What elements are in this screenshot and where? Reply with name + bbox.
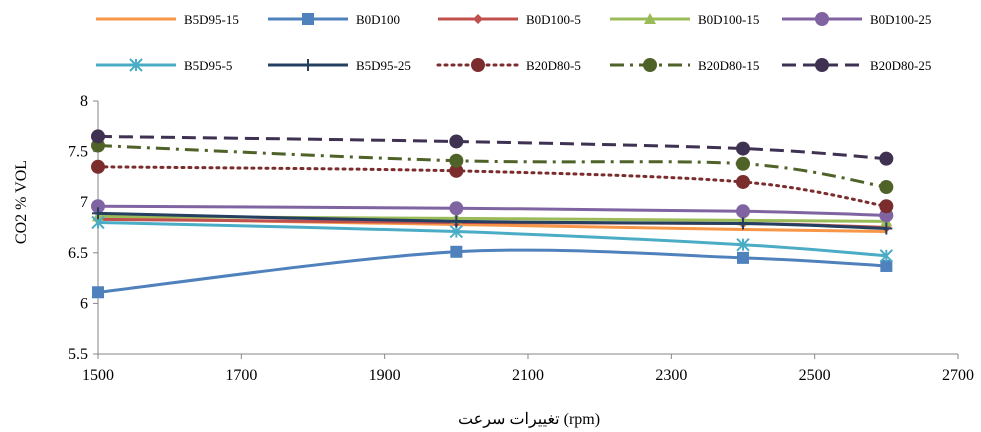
y-tick-label: 5.5 xyxy=(68,346,88,363)
legend-label: B5D95-5 xyxy=(184,58,232,73)
y-tick-label: 6.5 xyxy=(68,245,88,262)
x-tick-label: 2100 xyxy=(512,367,544,384)
legend-item: B20D80-25 xyxy=(782,58,931,73)
legend-item: B0D100 xyxy=(268,12,400,27)
series-line xyxy=(97,211,887,231)
data-point xyxy=(880,222,893,235)
legend-label: B5D95-15 xyxy=(184,12,239,27)
legend-marker xyxy=(302,13,314,25)
data-point xyxy=(736,174,750,189)
legend-item: B5D95-15 xyxy=(96,12,239,27)
chart-series xyxy=(91,129,894,299)
data-point xyxy=(91,129,105,144)
legend-marker xyxy=(815,58,829,72)
data-point xyxy=(737,217,749,230)
series-line xyxy=(97,134,887,161)
legend-marker xyxy=(643,58,657,72)
series-line xyxy=(96,165,888,208)
legend-label: B0D100-5 xyxy=(526,12,581,27)
legend-item: B20D80-5 xyxy=(436,58,581,73)
legend-item: B5D95-25 xyxy=(268,58,411,73)
data-point xyxy=(736,204,750,219)
y-axis-title: CO2 % VOL xyxy=(13,160,30,244)
legend-label: B20D80-25 xyxy=(870,58,931,73)
series-line xyxy=(97,248,887,294)
data-point xyxy=(879,151,894,166)
series-line xyxy=(97,204,887,217)
data-point xyxy=(450,245,463,258)
data-point xyxy=(92,207,104,220)
data-point xyxy=(91,159,105,174)
legend-item: B5D95-5 xyxy=(96,58,232,73)
legend-item: B0D100-15 xyxy=(610,12,759,27)
legend-marker xyxy=(471,58,485,72)
x-tick-label: 1500 xyxy=(82,367,114,384)
data-point xyxy=(736,141,750,156)
data-point xyxy=(879,249,894,263)
x-axis-title: تغییرات سرعت (rpm) xyxy=(458,411,600,428)
y-tick-label: 7 xyxy=(80,194,88,211)
legend-label: B20D80-5 xyxy=(526,58,581,73)
data-point xyxy=(92,286,104,299)
y-tick-label: 6 xyxy=(80,295,88,312)
data-point xyxy=(449,201,464,216)
x-tick-label: 1900 xyxy=(369,367,401,384)
data-point xyxy=(879,180,894,195)
legend-marker xyxy=(644,13,656,24)
legend-label: B0D100-25 xyxy=(870,12,931,27)
data-point xyxy=(879,199,894,214)
data-point xyxy=(449,153,464,168)
legend-label: B20D80-15 xyxy=(698,58,759,73)
data-point xyxy=(736,156,750,171)
legend-marker xyxy=(473,14,483,24)
series-B0D100 xyxy=(92,245,893,299)
x-tick-label: 1700 xyxy=(225,367,257,384)
data-point xyxy=(449,224,464,239)
data-point xyxy=(737,251,749,264)
x-tick-label: 2700 xyxy=(942,367,974,384)
chart-legend: B5D95-15 B0D100 B0D100-5 B0D100-15 B0D100-25… xyxy=(96,12,931,73)
legend-item: B0D100-5 xyxy=(438,12,581,27)
y-tick-label: 8 xyxy=(80,93,88,110)
series-line xyxy=(97,144,887,189)
series-B20D80-5 xyxy=(91,159,894,214)
series-B5D95-5 xyxy=(91,215,894,263)
data-point xyxy=(880,259,893,272)
data-point xyxy=(449,134,464,149)
legend-label: B0D100 xyxy=(356,12,400,27)
data-point xyxy=(736,237,750,252)
series-line xyxy=(97,220,887,258)
chart-axes: 5.5 6 6.5 7 7.5 8 1500 1700 1900 2100 2300 2500 2700 xyxy=(68,93,974,384)
y-tick-label: 7.5 xyxy=(68,144,88,161)
data-point xyxy=(450,215,463,228)
legend-item: B0D100-25 xyxy=(782,12,931,27)
series-B20D80-25 xyxy=(91,129,894,166)
legend-item: B20D80-15 xyxy=(610,58,759,73)
data-point xyxy=(449,163,464,178)
legend-marker xyxy=(302,59,314,71)
legend-label: B0D100-15 xyxy=(698,12,759,27)
x-tick-label: 2300 xyxy=(655,367,687,384)
legend-marker xyxy=(129,58,143,72)
data-point xyxy=(91,199,105,214)
series-B0D100-25 xyxy=(91,199,894,223)
x-tick-label: 2500 xyxy=(799,367,831,384)
legend-marker xyxy=(815,12,829,26)
legend-label: B5D95-25 xyxy=(356,58,411,73)
series-B5D95-25 xyxy=(92,207,893,235)
